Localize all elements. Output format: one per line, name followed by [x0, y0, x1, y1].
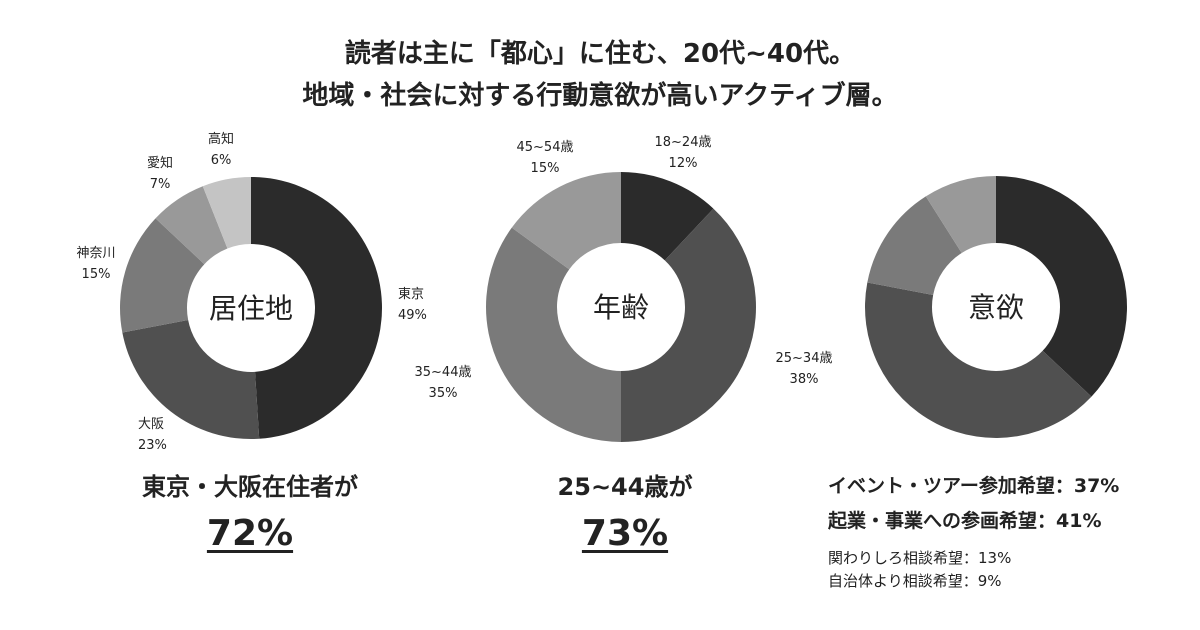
age-summary-text: 25~44歳が	[557, 473, 693, 501]
slice-0-3	[155, 186, 228, 265]
slice-value-1-0: 12%	[669, 156, 698, 171]
slice-name-0-4: 高知	[208, 131, 234, 147]
slice-2-2	[867, 196, 962, 296]
headline-line-1: 読者は主に「都心」に住む、20代~40代。	[344, 39, 856, 69]
center-label-0: 居住地	[209, 292, 293, 325]
slice-1-1	[621, 208, 757, 442]
slice-1-2	[486, 227, 621, 442]
slice-2-0	[996, 176, 1127, 397]
motivation-event-line: イベント・ツアー参加希望：37%	[828, 475, 1120, 497]
slice-2-3	[925, 176, 996, 253]
slice-name-0-1: 大阪	[138, 417, 164, 432]
slice-2-1	[865, 282, 1092, 438]
slice-name-0-2: 神奈川	[76, 246, 115, 261]
slice-name-0-3: 愛知	[147, 155, 173, 171]
residence-summary: 東京・大阪在住者が 72%	[100, 472, 400, 556]
slice-value-1-2: 35%	[429, 386, 458, 401]
slice-1-0	[621, 172, 714, 261]
slice-value-0-0: 49%	[398, 308, 427, 323]
slice-name-0-0: 東京	[398, 286, 424, 302]
slice-1-3	[511, 172, 621, 270]
slice-0-2	[120, 218, 205, 333]
age-summary: 25~44歳が 73%	[475, 472, 775, 556]
slice-value-0-4: 6%	[211, 153, 232, 168]
slice-0-1	[122, 319, 260, 439]
residence-summary-text: 東京・大阪在住者が	[142, 473, 358, 501]
slice-name-1-2: 35~44歳	[415, 365, 472, 380]
headline-line-2: 地域・社会に対する行動意欲が高いアクティブ層。	[302, 81, 898, 111]
center-label-1: 年齢	[593, 291, 649, 324]
motivation-municipality-line: 自治体より相談希望：9%	[828, 572, 1002, 590]
slice-value-0-3: 7%	[150, 177, 171, 192]
slice-name-1-1: 25~34歳	[776, 351, 833, 366]
motivation-consult-line: 関わりしろ相談希望：13%	[828, 549, 1012, 567]
slice-value-1-1: 38%	[790, 372, 819, 387]
slice-name-1-3: 45~54歳	[517, 140, 574, 155]
slice-0-4	[202, 177, 251, 249]
motivation-business-line: 起業・事業への参画希望：41%	[828, 510, 1102, 532]
slice-0-0	[251, 177, 383, 439]
slice-value-0-1: 23%	[138, 438, 167, 453]
residence-summary-value: 72%	[206, 513, 294, 554]
age-summary-value: 73%	[581, 513, 669, 554]
slice-value-1-3: 15%	[531, 161, 560, 176]
center-label-2: 意欲	[968, 291, 1024, 324]
slice-name-1-0: 18~24歳	[655, 135, 712, 150]
slice-value-0-2: 15%	[82, 267, 111, 282]
